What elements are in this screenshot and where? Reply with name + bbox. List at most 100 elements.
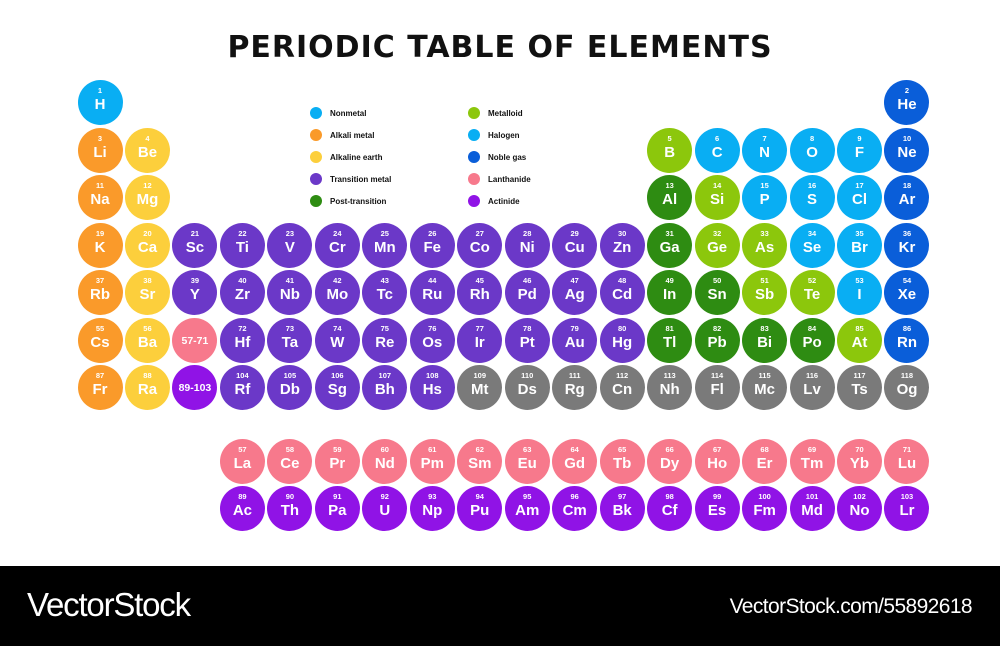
- atomic-number: 2: [904, 85, 910, 95]
- element-Lr: 103 Lr: [884, 485, 930, 531]
- legend-swatch-icon: [310, 129, 322, 141]
- element-Ce: 58 Ce: [267, 438, 313, 484]
- element-range-89-103: 89-103: [172, 364, 218, 410]
- element-symbol: Ba: [137, 333, 158, 351]
- element-symbol: Xe: [897, 285, 917, 303]
- element-symbol: Cm: [562, 501, 587, 519]
- atomic-number: 7: [762, 133, 767, 143]
- atomic-number: 118: [900, 370, 914, 380]
- atomic-number: 18: [902, 180, 912, 190]
- element-symbol: Cd: [612, 285, 633, 303]
- element-symbol: Dy: [660, 454, 680, 472]
- element-symbol: Sc: [185, 238, 205, 256]
- brand-logo: VectorStock: [27, 586, 191, 623]
- legend-label: Actinide: [488, 196, 520, 206]
- atomic-number: 114: [711, 370, 724, 380]
- element-symbol: Li: [93, 143, 107, 161]
- atomic-number: 48: [617, 275, 627, 285]
- element-symbol: W: [330, 333, 345, 351]
- legend-label: Alkaline earth: [330, 152, 383, 162]
- element-Sr: 38 Sr: [124, 269, 170, 315]
- element-symbol: N: [759, 143, 770, 161]
- element-symbol: Re: [375, 333, 395, 351]
- element-Lv: 116 Lv: [789, 364, 835, 410]
- atomic-number: 25: [380, 228, 389, 238]
- element-W: 74 W: [314, 317, 360, 363]
- atomic-number: 41: [285, 275, 295, 285]
- element-symbol: Ce: [280, 454, 300, 472]
- element-symbol: Au: [564, 333, 585, 351]
- atomic-number: 66: [665, 444, 674, 454]
- element-symbol: Ta: [281, 333, 299, 351]
- atomic-number: 117: [853, 370, 866, 380]
- element-symbol: Sm: [468, 454, 492, 472]
- atomic-number: 62: [475, 444, 484, 454]
- element-V: 23 V: [267, 222, 313, 268]
- atomic-number: 44: [428, 275, 437, 285]
- element-Pa: 91 Pa: [314, 485, 360, 531]
- atomic-number: 90: [285, 491, 295, 501]
- atomic-number: 86: [902, 323, 912, 333]
- atomic-number: 4: [145, 133, 150, 143]
- element-symbol: Cr: [329, 238, 346, 256]
- element-symbol: Al: [662, 190, 678, 208]
- element-symbol: F: [854, 143, 865, 161]
- element-symbol: Cs: [90, 333, 110, 351]
- element-He: 2 He: [884, 79, 930, 125]
- atomic-number: 109: [473, 370, 486, 380]
- element-Fr: 87 Fr: [77, 364, 123, 410]
- atomic-number: 14: [712, 180, 722, 190]
- element-Fe: 26 Fe: [409, 222, 455, 268]
- atomic-number: 9: [857, 133, 862, 143]
- atomic-number: 104: [236, 370, 249, 380]
- atomic-number: 98: [665, 491, 674, 501]
- element-symbol: Y: [189, 285, 200, 303]
- atomic-number: 30: [617, 228, 627, 238]
- element-Os: 76 Os: [409, 317, 455, 363]
- element-Cf: 98 Cf: [647, 485, 693, 531]
- element-symbol: Pt: [519, 333, 535, 351]
- element-Mo: 42 Mo: [314, 269, 360, 315]
- element-Pm: 61 Pm: [409, 438, 455, 484]
- element-symbol: In: [662, 285, 677, 303]
- element-symbol: No: [849, 501, 870, 519]
- atomic-number: 110: [521, 370, 534, 380]
- element-Po: 84 Po: [789, 317, 835, 363]
- element-symbol: Th: [280, 501, 300, 519]
- element-symbol: Gd: [564, 454, 586, 472]
- element-symbol: Bi: [757, 333, 773, 351]
- legend-label: Transition metal: [330, 174, 392, 184]
- legend-item-alkali: Alkali metal: [310, 128, 374, 142]
- atomic-number: 8: [809, 133, 815, 143]
- legend-item-nonmetal: Nonmetal: [310, 106, 366, 120]
- element-Y: 39 Y: [172, 269, 218, 315]
- element-symbol: Hg: [612, 333, 633, 351]
- element-Tc: 43 Tc: [362, 269, 408, 315]
- element-Ta: 73 Ta: [267, 317, 313, 363]
- atomic-number: 24: [333, 228, 342, 238]
- element-Am: 95 Am: [504, 485, 550, 531]
- element-symbol: Ra: [137, 380, 158, 398]
- element-symbol: Br: [851, 238, 868, 256]
- element-range-57-71: 57-71: [172, 317, 218, 363]
- element-symbol: Ge: [707, 238, 728, 256]
- element-symbol: Kr: [898, 238, 916, 256]
- element-symbol: At: [851, 333, 868, 351]
- atomic-number: 17: [855, 180, 864, 190]
- element-Og: 118 Og: [884, 364, 930, 410]
- element-Te: 52 Te: [789, 269, 835, 315]
- element-Cs: 55 Cs: [77, 317, 123, 363]
- element-Pt: 78 Pt: [504, 317, 550, 363]
- element-symbol: Ga: [659, 238, 680, 256]
- element-symbol: Sr: [139, 285, 156, 303]
- element-symbol: Nb: [279, 285, 300, 303]
- atomic-number: 49: [665, 275, 674, 285]
- atomic-number: 102: [853, 491, 866, 501]
- element-Rn: 86 Rn: [884, 317, 930, 363]
- element-Ru: 44 Ru: [409, 269, 455, 315]
- atomic-number: 16: [807, 180, 817, 190]
- atomic-number: 85: [855, 323, 864, 333]
- element-Sg: 106 Sg: [314, 364, 360, 410]
